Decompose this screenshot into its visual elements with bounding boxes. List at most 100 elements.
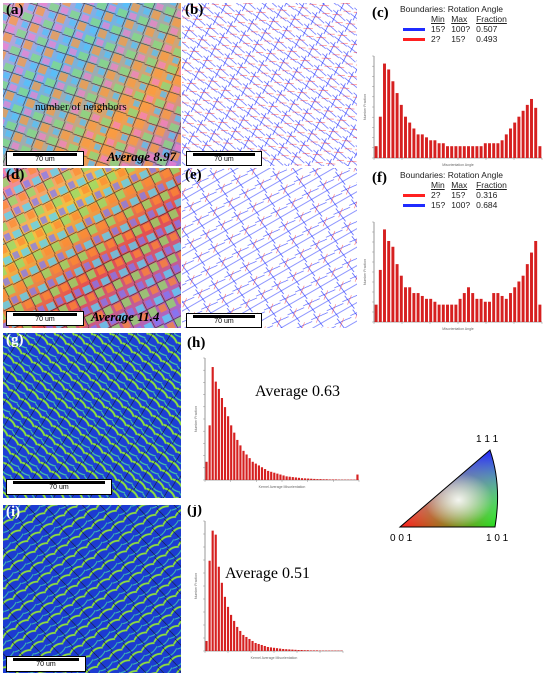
histogram-bar [328,479,331,480]
histogram-bar [395,264,399,322]
histogram-bar [251,640,254,651]
legend-c-row1-fraction: 0.507 [476,24,498,34]
grain-map-a: (a) number of neighbors 70 um Average 8.… [3,3,181,166]
histogram-bar [316,479,319,480]
legend-c-row1-max: 100? [451,24,471,34]
histogram-bar [230,425,233,480]
histogram-bar [500,140,504,158]
histogram-bar [374,146,378,158]
histogram-bar [269,647,273,651]
histogram-bar [462,146,466,158]
histogram-bar [420,134,424,158]
histogram-bar [517,116,521,158]
legend-c-row2-min: 2? [431,34,441,44]
histogram-bar [223,407,227,480]
histogram-bar [303,650,306,651]
legend-f-header-min: Min [431,180,445,190]
legend-c-row2-fraction: 0.493 [476,34,498,44]
histogram-bar [257,465,260,480]
histogram-bar [513,122,517,158]
histogram-bar [331,479,334,480]
histogram-bar [334,479,337,480]
histogram-bar [433,301,437,322]
histogram-bar [538,304,542,322]
histogram-bar [266,646,269,651]
histogram-bar [383,229,386,322]
histogram-bar [282,648,285,651]
legend-f-row2-max: 100? [451,200,471,210]
histogram-bar [387,69,391,158]
y-axis-label: Number Fraction [194,406,198,432]
histogram-bar [416,134,420,158]
histogram-bar [475,146,479,158]
histogram-bar [248,458,251,480]
histogram-bar [525,264,529,322]
histogram-bar [458,298,462,322]
histogram-bar [504,298,508,322]
scale-bar-b-label: 70 um [214,156,234,163]
histogram-bar [399,275,403,322]
histogram-bar [208,425,211,480]
x-axis-label: Misorientation Angle [442,163,474,167]
histogram-bar [248,638,251,651]
histogram-bar [285,476,288,480]
histogram-j: Kernel Average Misorientation Number Frac… [194,520,344,660]
boundary-map-e-image [182,168,357,328]
histogram-bar [408,287,412,322]
histogram-bar [288,649,291,651]
histogram-bar [208,560,211,651]
histogram-bar [254,463,257,480]
panel-label-c: (c) [372,5,389,21]
grain-map-d: (d) 70 um Average 11.4 [3,168,181,328]
histogram-bar [374,304,378,322]
histogram-bar [471,146,475,158]
histogram-bar [496,143,500,158]
scale-bar-e: 70 um [186,313,262,328]
legend-f-swatch-blue [403,204,425,208]
histogram-bar [227,416,230,480]
histogram-bar [263,469,267,480]
histogram-bar [441,304,445,322]
legend-f-table: Min Max Fraction 2? 15? 0.316 15? 100? 0… [400,180,510,210]
histogram-bar [229,614,233,651]
histogram-bar [214,381,217,480]
boundary-map-e: (e) 70 um [182,168,357,328]
histogram-bar [425,137,428,158]
panel-c: (c) Boundaries: Rotation Angle Min Max F… [360,3,548,168]
histogram-bar [239,630,242,651]
histogram-bar [297,477,301,480]
histogram-bar [446,146,449,158]
histogram-bar [467,146,470,158]
legend-c-table: Min Max Fraction 15? 100? 0.507 2? 15? 0… [400,14,510,44]
legend-f-title: Boundaries: Rotation Angle [400,170,504,180]
histogram-bar [425,298,428,322]
histogram-bar [479,298,483,322]
boundary-map-b: (b) 70 um [182,3,357,166]
histogram-bar [275,648,279,651]
legend-c: Boundaries: Rotation Angle Min Max Fract… [400,4,510,44]
scale-bar-i-label: 70 um [36,661,56,668]
panel-h: (h) Average 0.63 Kernel Average Misorien… [183,333,363,501]
ipf-label-001: 0 0 1 [390,533,413,544]
legend-f-row1-max: 15? [451,190,466,200]
histogram-bar [454,146,458,158]
scale-bar-d: 70 um [6,311,84,326]
average-a: Average 8.97 [107,149,177,164]
histogram-bar [300,478,304,480]
annotation-a: number of neighbors [35,101,127,113]
kam-map-i: (i) 70 um [3,505,181,673]
histogram-h: Kernel Average Misorientation Number Frac… [194,357,360,489]
histogram-bar [325,479,328,480]
histogram-bar [282,475,285,480]
panel-label-f: (f) [372,170,387,186]
panel-label-b: (b) [185,3,204,18]
scale-bar-g: 70 um [6,479,112,495]
histogram-bar [257,643,260,651]
legend-c-row2-max: 15? [451,34,466,44]
scale-bar-a-label: 70 um [35,156,55,163]
panel-label-a: (a) [6,3,24,18]
legend-f: Boundaries: Rotation Angle Min Max Fract… [400,170,510,210]
histogram-bar [412,293,416,322]
legend-c-swatch-red [403,38,425,42]
histogram-bar [471,293,475,322]
